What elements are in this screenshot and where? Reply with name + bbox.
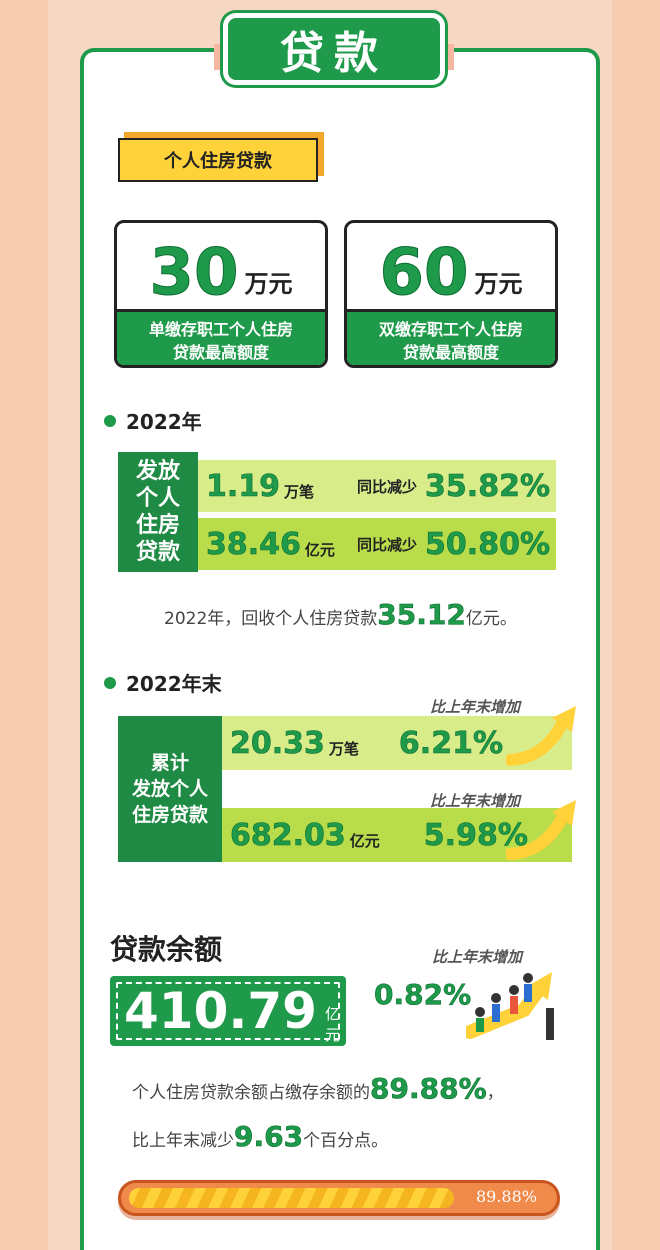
issued-loans-label-block: 发放 个人 住房 贷款: [118, 452, 198, 572]
issued-count-unit: 万笔: [284, 482, 315, 501]
section-year-end-title: 2022年末: [126, 672, 222, 696]
balance-change-label: 比上年末增加: [432, 948, 523, 966]
issued-count-row: 1.19 万笔 同比减少 35.82%: [198, 460, 556, 512]
balance-increase-pct: 0.82%: [374, 978, 472, 1012]
double-quota-desc-line1: 双缴存职工个人住房: [378, 320, 523, 339]
page-title-banner: 贷款: [228, 18, 440, 80]
progress-label: 89.88%: [475, 1187, 537, 1206]
cumulative-count-pct: 6.21%: [398, 725, 504, 761]
balance-box-dashed-frame: [116, 982, 340, 1040]
issued-count-value: 1.19: [206, 468, 281, 504]
cumulative-amount-change-label: 比上年末增加: [430, 792, 521, 810]
cumulative-amount-unit: 亿元: [349, 831, 380, 850]
double-quota-value: 60: [379, 236, 469, 310]
housing-loan-tag-label: 个人住房贷款: [164, 151, 272, 172]
balance-ratio-prefix: 个人住房贷款余额占缴存余额的: [132, 1083, 370, 1103]
growth-arrow-icon: [506, 706, 576, 766]
balance-title: 贷款余额: [110, 933, 223, 966]
single-quota-unit: 万元: [244, 270, 293, 298]
issued-amount-value: 38.46: [206, 526, 302, 562]
section-year-end-heading: 2022年末: [104, 668, 222, 697]
growth-arrow-icon: [506, 800, 576, 860]
balance-decrease-line: 比上年末减少9.63个百分点。: [132, 1120, 389, 1154]
bullet-dot: [104, 676, 116, 689]
section-2022-title: 2022年: [126, 410, 202, 434]
recovery-prefix: 2022年，回收个人住房贷款: [164, 609, 378, 629]
recovery-value: 35.12: [377, 598, 466, 632]
issued-label-line: 住房: [135, 513, 180, 538]
balance-unit: 亿元: [324, 1005, 340, 1044]
recovery-unit: 亿元。: [465, 609, 517, 629]
double-quota-unit: 万元: [474, 270, 523, 298]
bullet-dot: [104, 414, 116, 427]
balance-ratio-suffix: ，: [486, 1083, 504, 1103]
balance-decrease-suffix: 个百分点。: [303, 1131, 389, 1151]
people-climbing-arrow-icon: [466, 972, 554, 1040]
progress-fill: [129, 1188, 454, 1208]
single-quota-card: 30 万元 单缴存职工个人住房 贷款最高额度: [114, 220, 328, 368]
cumulative-count-value: 20.33: [230, 725, 326, 761]
issued-count-yoy-label: 同比减少: [357, 477, 418, 496]
cumulative-amount-value: 682.03: [230, 817, 346, 853]
issued-amount-unit: 亿元: [304, 540, 335, 559]
issued-amount-yoy-label: 同比减少: [357, 535, 418, 554]
cumulative-label-line: 住房贷款: [131, 804, 208, 826]
balance-ratio-line: 个人住房贷款余额占缴存余额的89.88%，: [132, 1072, 504, 1106]
single-quota-desc-line2: 贷款最高额度: [172, 343, 269, 362]
recovery-line: 2022年，回收个人住房贷款35.12亿元。: [164, 598, 517, 632]
issued-amount-pct: 50.80%: [425, 526, 551, 562]
cumulative-count-unit: 万笔: [328, 739, 359, 758]
page-title: 贷款: [280, 28, 388, 79]
cumulative-count-change-label: 比上年末增加: [430, 698, 521, 716]
cumulative-amount-pct: 5.98%: [423, 817, 528, 853]
single-quota-desc-line1: 单缴存职工个人住房: [148, 320, 293, 339]
right-border-strip: [612, 0, 660, 1250]
balance-ratio-value: 89.88%: [370, 1072, 487, 1106]
cumulative-label-line: 累计: [150, 752, 189, 774]
balance-value-box: 410.79 亿元: [110, 976, 346, 1046]
cumulative-label-block: 累计 发放个人 住房贷款: [118, 716, 222, 862]
single-quota-value: 30: [149, 236, 239, 310]
double-quota-desc-line2: 贷款最高额度: [402, 343, 499, 362]
balance-value: 410.79: [124, 982, 317, 1040]
issued-label-line: 发放: [135, 459, 180, 484]
section-2022-heading: 2022年: [104, 406, 202, 435]
cumulative-label-line: 发放个人: [131, 778, 208, 800]
issued-count-pct: 35.82%: [425, 468, 551, 504]
issued-label-line: 个人: [135, 486, 180, 511]
balance-decrease-prefix: 比上年末减少: [132, 1131, 234, 1151]
double-quota-card: 60 万元 双缴存职工个人住房 贷款最高额度: [344, 220, 558, 368]
housing-loan-tag: 个人住房贷款: [118, 138, 318, 182]
left-border-strip: [0, 0, 48, 1250]
balance-decrease-value: 9.63: [234, 1120, 304, 1154]
issued-label-line: 贷款: [135, 540, 180, 565]
issued-amount-row: 38.46 亿元 同比减少 50.80%: [198, 518, 556, 570]
balance-ratio-progress-bar: 89.88%: [118, 1180, 560, 1216]
